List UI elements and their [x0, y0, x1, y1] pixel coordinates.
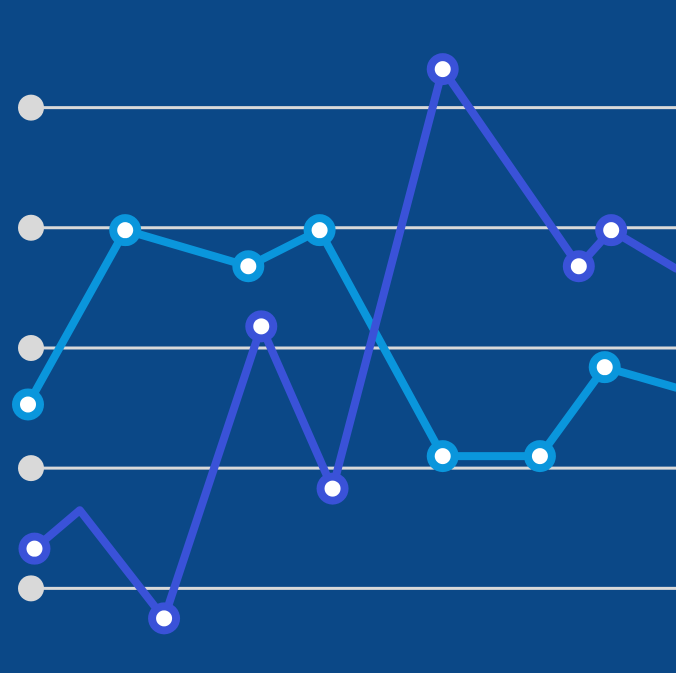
series-2-point-7 — [562, 250, 595, 283]
series-1-point-3-center — [240, 258, 257, 275]
series-2-point-3-center — [156, 610, 173, 627]
series-2-point-5-center — [324, 480, 341, 497]
series-1-point-6-center — [531, 448, 548, 465]
y-axis-markers — [18, 94, 44, 602]
series-1-point-1 — [12, 388, 44, 421]
y-marker-1 — [18, 575, 44, 602]
series-2-point-7-center — [570, 258, 587, 275]
series-1-point-3 — [232, 250, 265, 283]
series-1-point-1-center — [20, 396, 36, 413]
series-1-point-4-center — [311, 222, 328, 239]
series-1-line — [24, 226, 676, 461]
y-marker-2 — [18, 455, 44, 482]
series-1-point-7 — [588, 351, 621, 384]
series-2-point-5 — [316, 472, 349, 505]
series-2-point-1 — [18, 532, 51, 565]
series-1-point-2-center — [117, 222, 134, 239]
series-1-point-2 — [109, 214, 142, 247]
y-marker-4 — [18, 214, 44, 241]
series-2-point-1-center — [26, 540, 43, 557]
y-marker-5 — [18, 94, 44, 121]
series-2-point-3 — [148, 602, 181, 635]
series-2-point-4-center — [253, 318, 270, 335]
series-2-point-4 — [245, 310, 278, 343]
series-points — [12, 53, 628, 635]
series-1-point-5 — [426, 440, 459, 473]
y-marker-3 — [18, 334, 44, 361]
series-2-point-8-center — [603, 222, 620, 239]
series-2-point-6 — [426, 53, 459, 86]
series-2-point-6-center — [434, 61, 451, 78]
series-1-point-7-center — [596, 359, 613, 376]
series-2-point-8 — [595, 214, 628, 247]
series-1-point-5-center — [434, 448, 451, 465]
series-1-point-4 — [303, 214, 336, 247]
series-1-point-6 — [523, 440, 556, 473]
